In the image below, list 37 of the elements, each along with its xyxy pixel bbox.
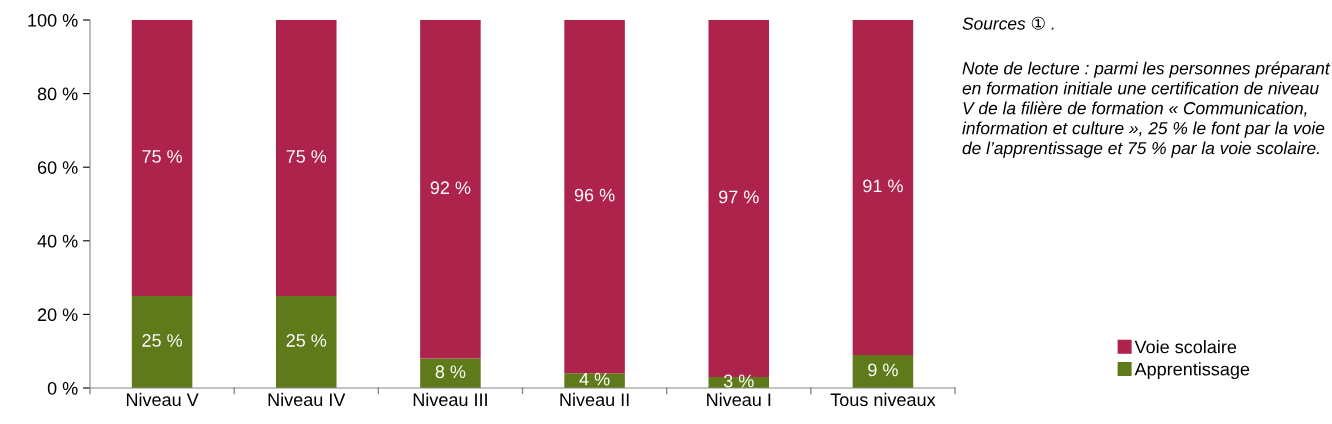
y-tick-label: 20 % [37, 308, 78, 322]
x-tick-label: Tous niveaux [830, 392, 936, 407]
y-tick-label: 80 % [37, 87, 78, 101]
x-tick-label: Niveau II [560, 392, 629, 407]
legend-label: Voie scolaire [1134, 340, 1237, 354]
bar [420, 20, 481, 359]
data-label: 91 % [863, 179, 903, 193]
y-tick-label: 100 % [28, 13, 78, 27]
data-label: 97 % [719, 190, 759, 204]
bar [131, 296, 193, 388]
bar [564, 20, 625, 374]
data-label: 75 % [286, 150, 327, 163]
bar [852, 20, 914, 355]
data-label: 25 % [286, 334, 327, 347]
data-label: 8 % [435, 365, 466, 379]
data-label: 96 % [574, 188, 615, 202]
legend-label: Apprentissage [1134, 362, 1250, 380]
y-tick-label: 0 % [47, 381, 78, 395]
text: Note de lecture : parmi les personnes préparant en formation initiale une certification de niveau V de la filière de formation « Communication, information et culture », 25 % le font par la voie de l’apprentissage et 75 % par la voie scolaire. [962, 61, 1331, 158]
data-label: 3 % [723, 374, 754, 388]
data-label: 9 % [868, 363, 898, 377]
bar [131, 20, 193, 296]
bar [275, 296, 337, 388]
x-tick-label: Niveau I [707, 392, 771, 407]
x-tick-label: Niveau IV [268, 392, 346, 407]
data-label: 92 % [430, 181, 471, 195]
data-label: 4 % [579, 372, 610, 386]
y-tick-label: 40 % [37, 234, 78, 248]
data-label: 25 % [142, 334, 183, 347]
y-tick-label: 60 % [37, 161, 78, 174]
bar [275, 20, 337, 296]
source-note: Sources ① . [962, 16, 1054, 30]
x-tick-label: Niveau III [413, 392, 487, 407]
bar [852, 354, 914, 388]
data-label: 75 % [142, 150, 183, 163]
bar [420, 358, 481, 388]
x-tick-label: Niveau V [126, 392, 199, 407]
